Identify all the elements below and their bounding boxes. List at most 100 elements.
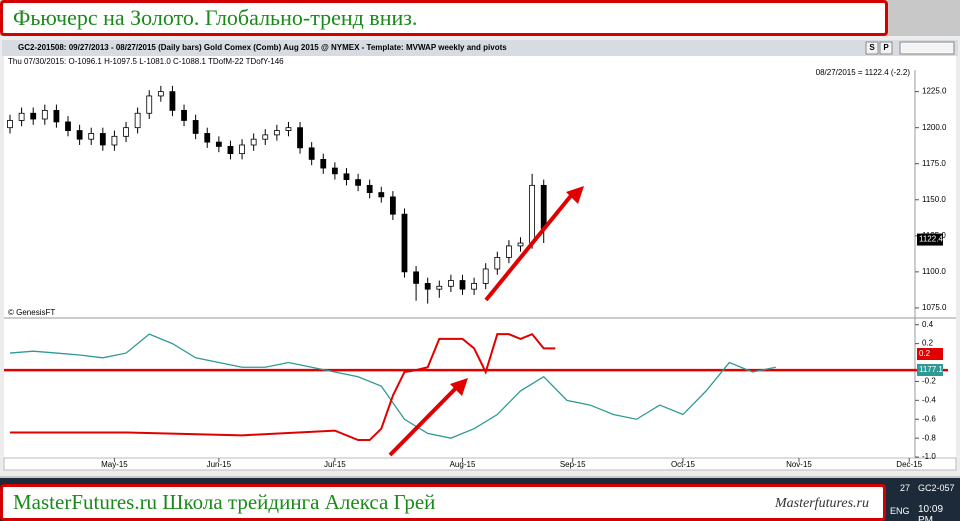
candle-body xyxy=(88,133,95,140)
y-tick-label: 1200.0 xyxy=(922,123,947,132)
candle-body xyxy=(76,130,83,140)
source: © GenesisFT xyxy=(8,308,55,317)
candle-body xyxy=(355,179,361,186)
tag-box xyxy=(917,364,943,376)
x-tick-label: Jun-15 xyxy=(207,460,232,469)
candle-body xyxy=(273,130,280,136)
x-tick-label: Aug-15 xyxy=(450,460,476,469)
candle-body xyxy=(30,112,37,120)
arrow xyxy=(388,384,460,457)
candle-body xyxy=(424,282,431,290)
time-axis xyxy=(3,457,957,471)
window-controls[interactable] xyxy=(899,41,955,55)
button-label[interactable]: P xyxy=(883,43,889,52)
candle-body xyxy=(65,121,71,131)
arrow xyxy=(484,190,576,302)
plot-area xyxy=(4,56,956,458)
candle-body xyxy=(18,112,25,121)
arrow-head xyxy=(450,378,468,396)
candle-body xyxy=(157,91,164,97)
candle-body xyxy=(53,109,60,123)
candle-body xyxy=(471,282,478,290)
footer-site: Masterfutures.ru xyxy=(775,496,869,511)
candle-body xyxy=(192,120,199,134)
banner-title: Фьючерс на Золото. Глобально-тренд вниз. xyxy=(13,5,418,30)
y-tick-label: 1075.0 xyxy=(922,303,947,312)
y-tick-label: -0.8 xyxy=(922,433,936,442)
y-tick-label: -0.2 xyxy=(922,377,936,386)
candle-body xyxy=(517,242,524,247)
y-tick-label: 0.4 xyxy=(922,320,934,329)
candle-body xyxy=(250,138,257,146)
candle-body xyxy=(7,120,13,129)
candle-body xyxy=(204,133,211,143)
y-tick-label: 1175.0 xyxy=(922,159,946,168)
y-tick-label: -1.0 xyxy=(922,452,936,461)
y-tick-label: 1225.0 xyxy=(922,87,947,96)
candle-body xyxy=(436,285,443,290)
button-label[interactable]: S xyxy=(869,43,875,52)
candle-body xyxy=(529,184,536,244)
candle-body xyxy=(308,147,315,160)
candle-body xyxy=(343,173,350,180)
tag-label: 1177.1 xyxy=(919,365,943,374)
candle-body xyxy=(447,280,454,287)
candle-body xyxy=(285,127,292,131)
candle-body xyxy=(482,268,489,284)
x-tick-label: Sep-15 xyxy=(560,460,586,469)
tag-box xyxy=(917,348,943,360)
indicator-line xyxy=(10,332,556,442)
y-tick-label: -0.6 xyxy=(922,414,936,423)
candle-body xyxy=(378,192,385,198)
candle-body xyxy=(169,91,176,111)
candle-body xyxy=(123,127,129,137)
candle-body xyxy=(540,184,547,230)
footer-banner: MasterFutures.ru Школа трейдинга Алекса … xyxy=(0,484,886,521)
candle-body xyxy=(181,109,187,121)
title-bar xyxy=(2,40,958,56)
clock: 10:09 PM xyxy=(918,504,944,521)
language[interactable]: ENG xyxy=(890,506,910,516)
tag-label: 0.2 xyxy=(919,349,931,358)
indicator-line xyxy=(9,333,776,439)
candle-body xyxy=(366,184,373,193)
arrow-head xyxy=(566,186,584,204)
x-tick-label: Nov-15 xyxy=(786,460,812,469)
candle-body xyxy=(99,133,106,146)
x-tick-label: May-15 xyxy=(101,460,128,469)
candle-body xyxy=(389,196,396,215)
candle-body xyxy=(41,109,48,120)
x-tick-label: Dec-15 xyxy=(896,460,922,469)
candle-body xyxy=(239,144,245,155)
candle-body xyxy=(227,146,234,155)
candle-body xyxy=(146,95,153,114)
candle-body xyxy=(215,141,222,147)
candle-body xyxy=(262,134,269,140)
candle-body xyxy=(111,135,118,146)
window-title: GC2-201508: 09/27/2013 - 08/27/2015 (Dai… xyxy=(18,43,507,52)
candle-body xyxy=(134,112,141,129)
tab[interactable]: GC2-057 xyxy=(918,483,955,493)
y-tick-label: 1150.0 xyxy=(922,195,946,204)
title-banner: Фьючерс на Золото. Глобально-тренд вниз. xyxy=(0,0,888,36)
candle-body xyxy=(506,245,512,258)
x-tick-label: Oct-15 xyxy=(671,460,696,469)
candle-body xyxy=(320,158,327,169)
annotation-arrows xyxy=(388,186,584,457)
candle-body xyxy=(494,257,501,270)
candle-body xyxy=(331,167,338,175)
button[interactable] xyxy=(865,41,879,55)
y-tick-label: -0.4 xyxy=(922,395,936,404)
tab[interactable]: 27 xyxy=(900,483,911,493)
footer-title: MasterFutures.ru Школа трейдинга Алекса … xyxy=(13,490,436,514)
x-tick-label: Jul-15 xyxy=(324,460,346,469)
candle-body xyxy=(401,213,408,273)
button[interactable] xyxy=(879,41,893,55)
y-tick-label: 1100.0 xyxy=(922,267,946,276)
candle-body xyxy=(459,280,466,290)
candle-body xyxy=(297,127,303,149)
last-price: 08/27/2015 = 1122.4 (-2.2) xyxy=(816,68,911,77)
bar-info: Thu 07/30/2015: O-1096.1 H-1097.5 L-1081… xyxy=(8,57,284,66)
